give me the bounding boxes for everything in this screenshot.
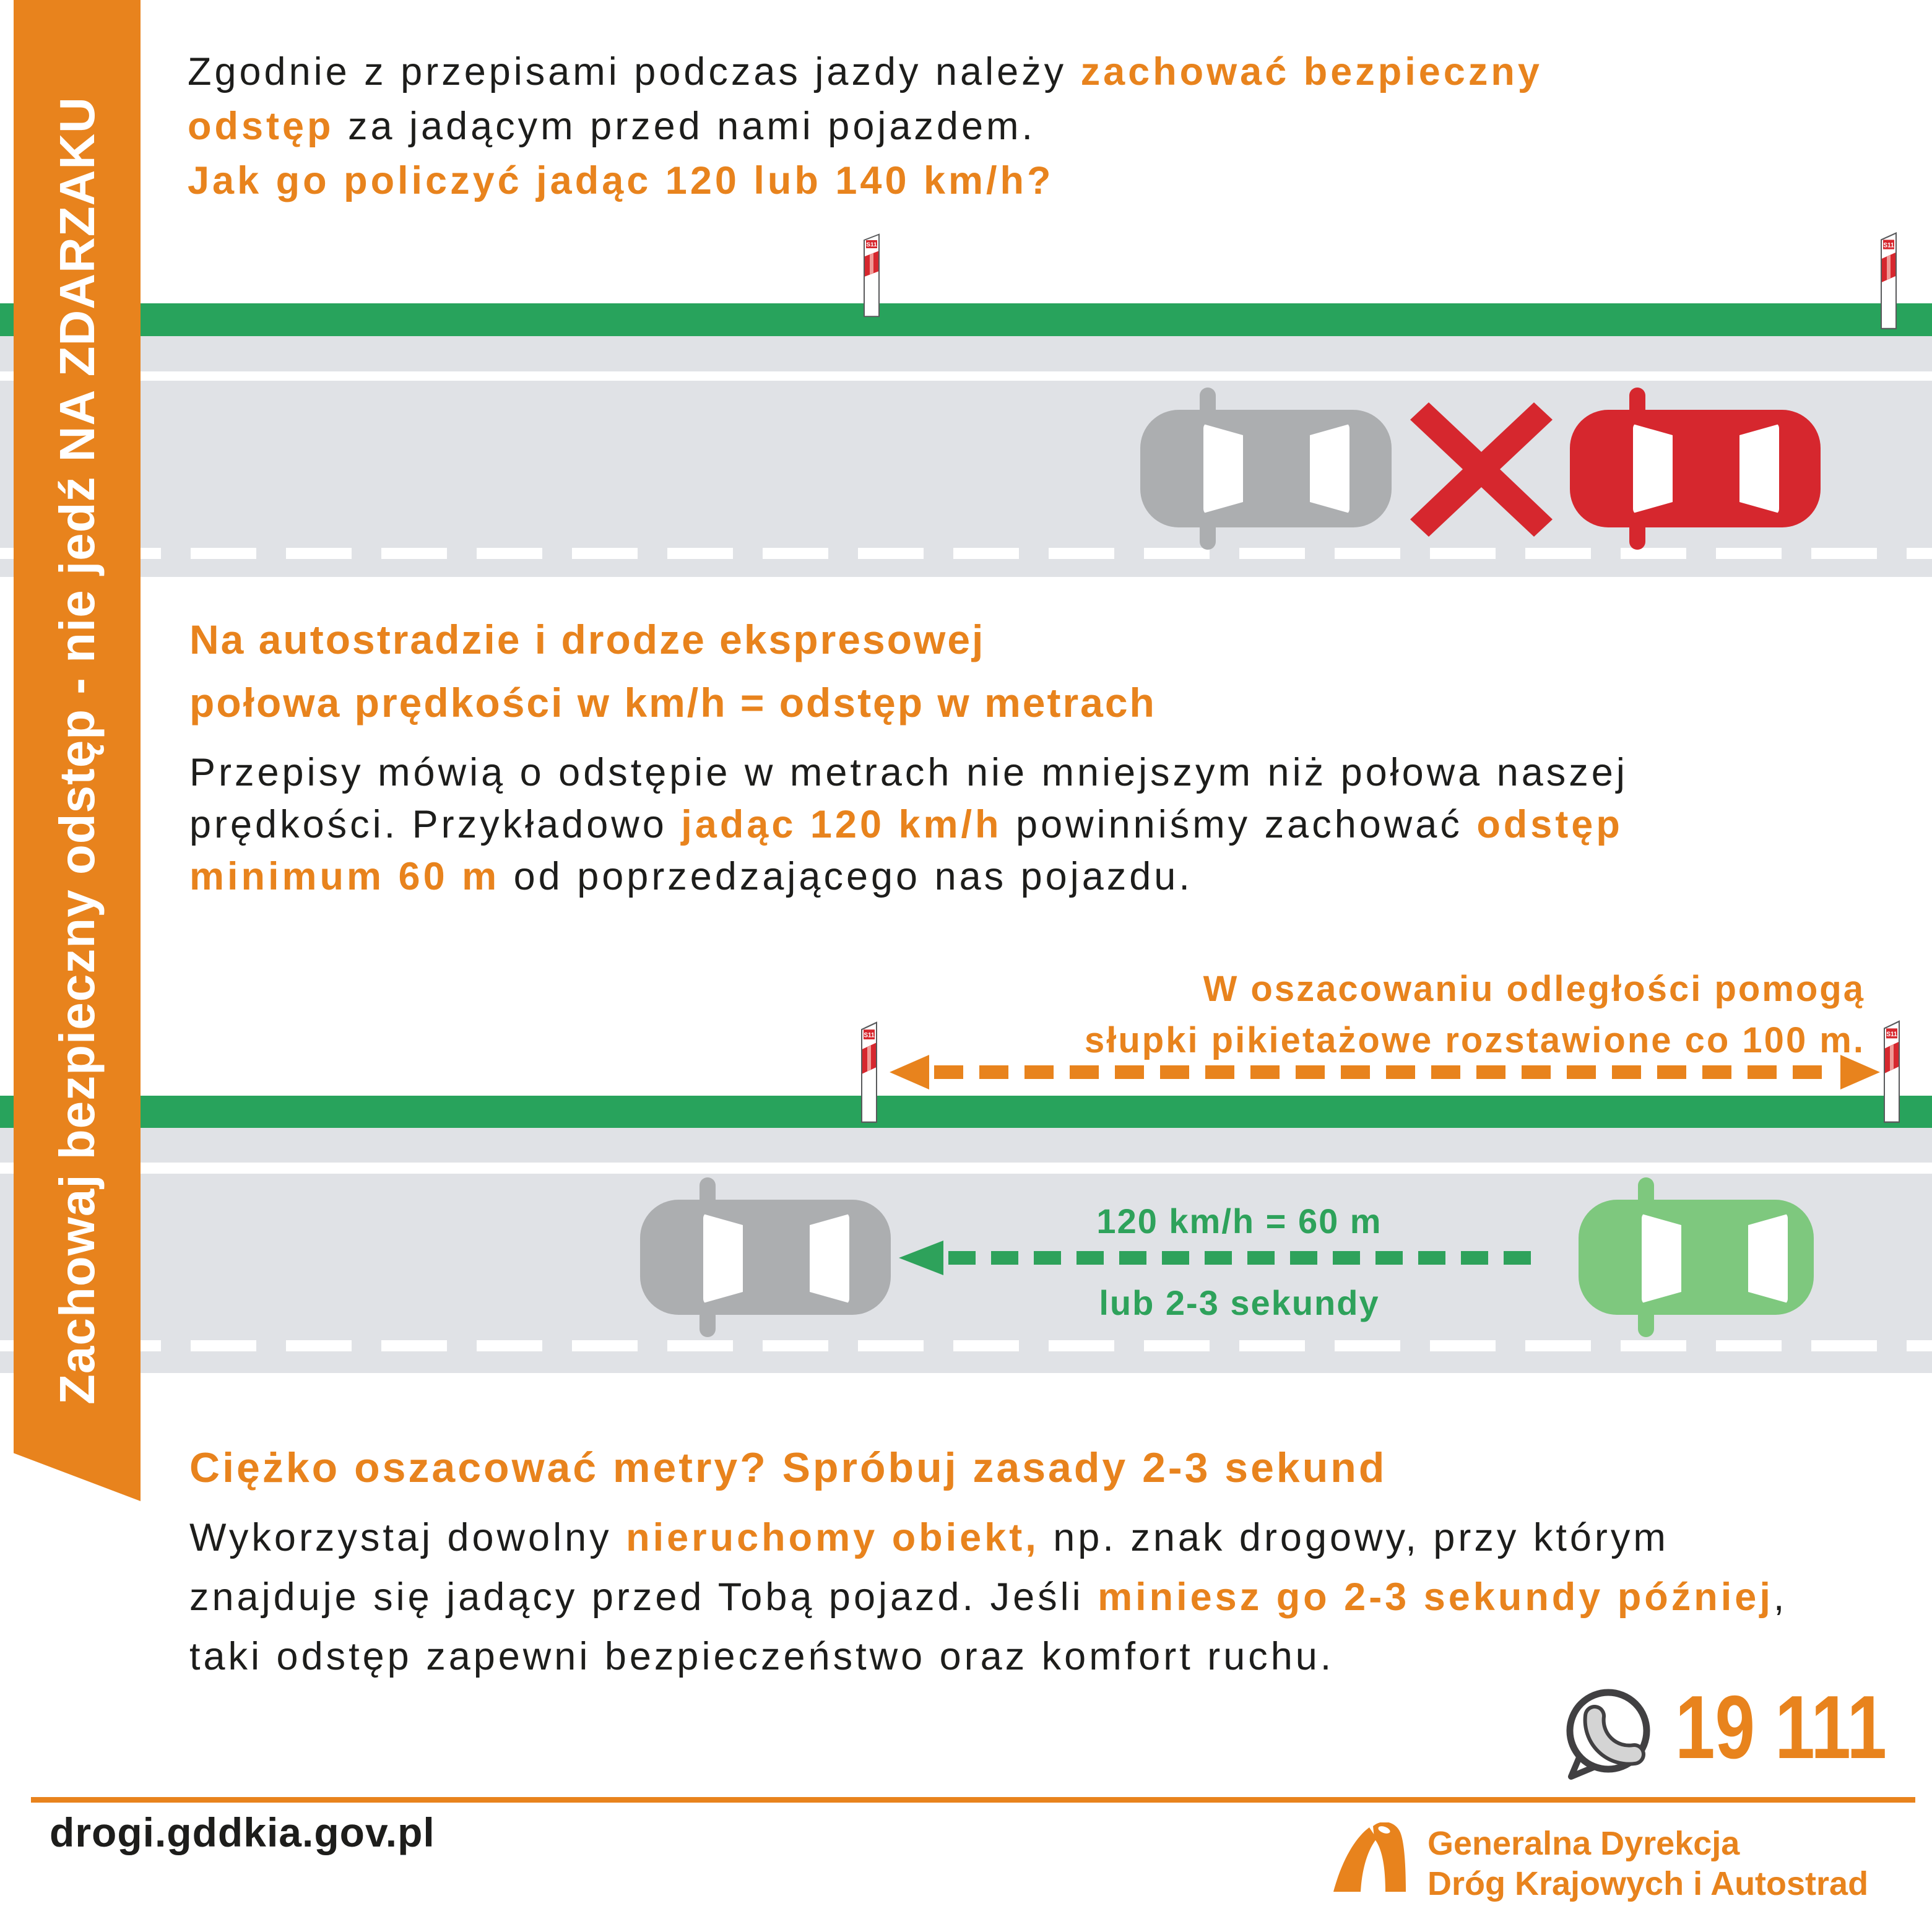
green-verge [0, 303, 1932, 336]
section3-text: , [1773, 1575, 1788, 1619]
shoulder-line [0, 371, 1932, 381]
intro-highlight: odstęp [188, 105, 334, 148]
intro-text: za jadącym przed nami pojazdem. [334, 105, 1036, 148]
lane-divider-dashes [0, 1340, 1932, 1351]
kilometre-post: S11 [864, 233, 880, 318]
shoulder-line [0, 1163, 1932, 1174]
road-edge [0, 559, 1932, 577]
footer-divider [31, 1797, 1915, 1803]
kilometre-post: S11 [1881, 232, 1897, 329]
dashed-arrow-line [934, 1065, 1835, 1079]
car-rear-window [1310, 424, 1349, 513]
arrowhead-left-icon [890, 1055, 929, 1089]
ribbon-text: Zachowaj bezpieczny odstęp - nie jedź NA… [49, 97, 105, 1405]
car-windshield [1203, 424, 1243, 513]
vertical-ribbon: Zachowaj bezpieczny odstęp - nie jedź NA… [14, 0, 141, 1501]
org-name-line2: Dróg Krajowych i Autostrad [1427, 1865, 1869, 1902]
green-verge [0, 1096, 1932, 1128]
section3-text: znajduje się jadący przed Tobą pojazd. J… [189, 1575, 1098, 1619]
section2-text: powinniśmy zachować [1002, 803, 1477, 846]
post-sign-label: S11 [1883, 242, 1894, 249]
section3-text: Wykorzystaj dowolny [189, 1516, 626, 1559]
car-windshield [1642, 1214, 1681, 1303]
red-car [1570, 388, 1821, 550]
intro-question: Jak go policzyć jadąc 120 lub 140 km/h? [188, 159, 1054, 202]
section3-highlight: nieruchomy obiekt, [626, 1516, 1039, 1559]
arrowhead-left-icon [899, 1241, 943, 1275]
section2-heading-line2: połowa prędkości w km/h = odstęp w metra… [189, 680, 1156, 726]
intro-paragraph: Zgodnie z przepisami podczas jazdy należ… [188, 45, 1543, 208]
org-name-line1: Generalna Dyrekcja [1427, 1825, 1740, 1862]
distance-label-speed: 120 km/h = 60 m [1096, 1202, 1382, 1241]
car-body [640, 1200, 891, 1315]
car-windshield [1633, 424, 1673, 513]
phone-number: 19 111 [1675, 1677, 1887, 1777]
post-sign-label: S11 [864, 1031, 874, 1039]
red-x-icon [1410, 402, 1553, 537]
post-sign-label: S11 [866, 241, 877, 248]
lane-divider-dashes [0, 548, 1932, 559]
footer-url: drogi.gddkia.gov.pl [50, 1809, 435, 1855]
kilometre-post: S11 [1884, 1020, 1900, 1123]
section2-heading-line1: Na autostradzie i drodze ekspresowej [189, 617, 985, 662]
section2-text: od poprzedzającego nas pojazdu. [500, 855, 1193, 898]
arrowhead-right-icon [1840, 1055, 1880, 1089]
road-shoulder [0, 336, 1932, 371]
section3-text: np. znak drogowy, przy którym [1039, 1516, 1669, 1559]
section2-highlight: jadąc 120 km/h [681, 803, 1002, 846]
road-shoulder [0, 1128, 1932, 1163]
section2-heading: Na autostradzie i drodze ekspresowej poł… [189, 608, 1156, 734]
road-edge [0, 1351, 1932, 1373]
kilometre-post: S11 [861, 1021, 877, 1123]
section2-highlight: odstęp [1476, 803, 1623, 846]
section3-paragraph: Wykorzystaj dowolny nieruchomy obiekt, n… [189, 1508, 1787, 1686]
intro-text: Zgodnie z przepisami podczas jazdy należ… [188, 50, 1081, 93]
distance-note: W oszacowaniu odległości pomogą słupki p… [1085, 963, 1865, 1066]
car-windshield [703, 1214, 743, 1303]
safe-distance-arrow [899, 1241, 1541, 1275]
section2-text: Przepisy mówią o odstępie w metrach nie … [189, 751, 1628, 794]
section2-highlight: minimum 60 m [189, 855, 500, 898]
section2-text: prędkości. Przykładowo [189, 803, 682, 846]
section3-highlight: miniesz go 2-3 sekundy później [1098, 1575, 1774, 1619]
car-rear-window [1739, 424, 1779, 513]
dashed-arrow-line [948, 1251, 1541, 1265]
green-car [1579, 1177, 1814, 1337]
car-body [1570, 410, 1821, 527]
distance-note-line1: W oszacowaniu odległości pomogą [1203, 969, 1865, 1009]
org-name: Generalna Dyrekcja Dróg Krajowych i Auto… [1427, 1824, 1868, 1904]
gray-car [1140, 388, 1392, 550]
section3-heading: Ciężko oszacować metry? Spróbuj zasady 2… [189, 1444, 1387, 1491]
post-distance-arrow [890, 1055, 1880, 1089]
post-sign-label: S11 [1886, 1030, 1897, 1038]
car-rear-window [810, 1214, 849, 1303]
gddkia-logo-icon [1333, 1822, 1406, 1892]
phone-icon [1566, 1689, 1650, 1780]
section2-paragraph: Przepisy mówią o odstępie w metrach nie … [189, 747, 1628, 903]
car-body [1140, 410, 1392, 527]
intro-highlight: zachować bezpieczny [1080, 50, 1543, 93]
gray-car [640, 1177, 891, 1337]
distance-label-seconds: lub 2-3 sekundy [1099, 1283, 1380, 1322]
section3-text: taki odstęp zapewni bezpieczeństwo oraz … [189, 1635, 1335, 1678]
car-rear-window [1748, 1214, 1788, 1303]
distance-note-line2: słupki pikietażowe rozstawione co 100 m. [1084, 1020, 1865, 1060]
